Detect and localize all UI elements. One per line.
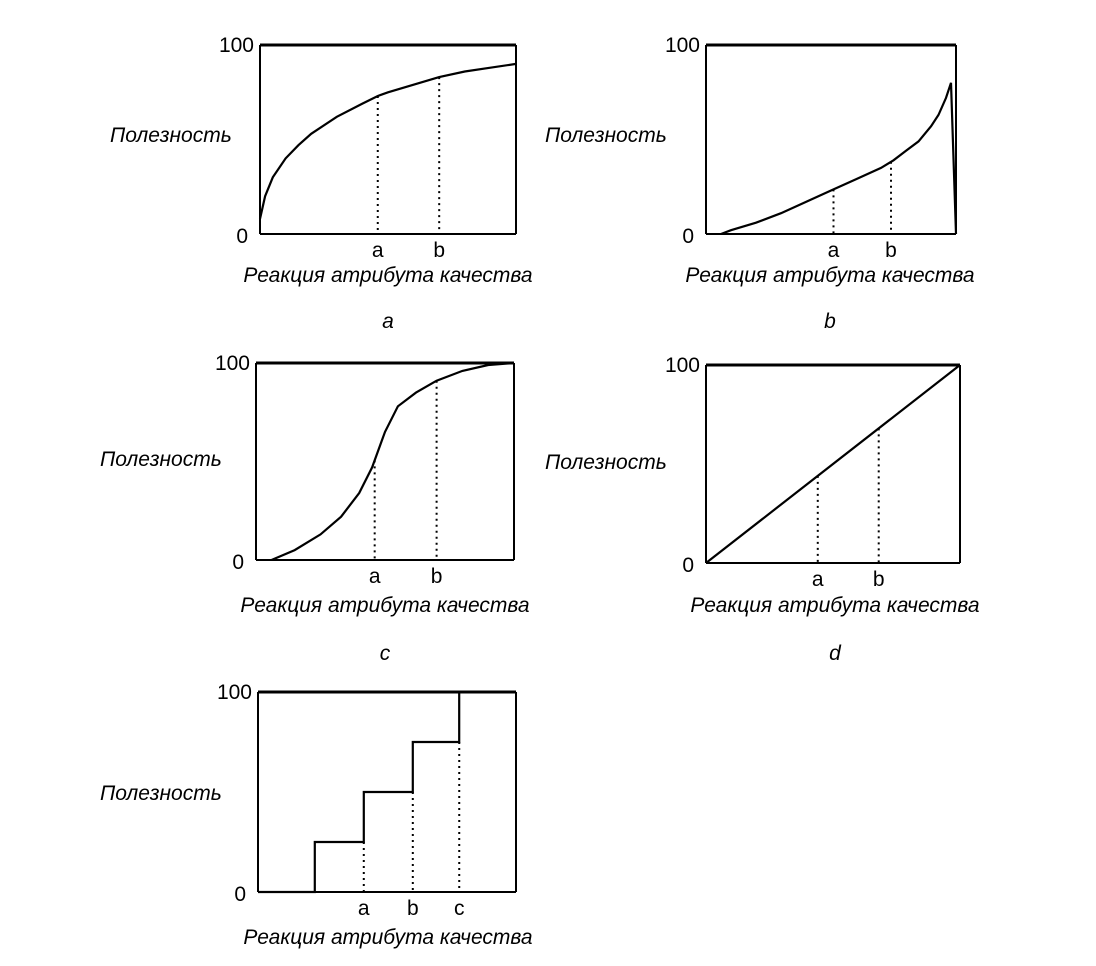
panel-3-ytick-100: 100 [215,352,250,375]
panel-4-series-line [705,364,961,564]
panel-4-ytick-0: 0 [682,554,694,577]
panel-5-xtick-b: b [407,897,419,920]
panel-5-series-line [258,692,461,894]
panel-1-xtick-a: a [372,239,384,262]
panel-2-xtick-a: a [828,239,840,262]
panel-3-xtick-b: b [431,565,443,588]
panel-4-xtick-b: b [873,568,885,591]
panel-4-xtick-a: a [812,568,824,591]
panel-1-xtick-b: b [433,239,445,262]
panel-2-xlabel: Реакция атрибута качества [685,264,974,287]
panel-5-ylabel: Полезность [100,782,222,805]
panel-3-ytick-0: 0 [232,551,244,574]
panel-3-xtick-a: a [369,565,381,588]
panel-1-caption: a [382,310,394,333]
panel-3-caption: c [380,642,391,665]
panel-3-xlabel: Реакция атрибута качества [240,594,529,617]
panel-4-xlabel: Реакция атрибута качества [690,594,979,617]
panel-1-ytick-100: 100 [219,34,254,57]
panel-3-series-line [271,361,515,562]
panel-1-ylabel: Полезность [110,124,232,147]
panel-2-caption: b [824,310,836,333]
panel-2-ytick-0: 0 [682,225,694,248]
panel-5-xtick-a: a [358,897,370,920]
panel-2-series-line [720,82,958,236]
panel-4-ylabel: Полезность [545,451,667,474]
panel-2-xtick-b: b [885,239,897,262]
panel-5-xlabel: Реакция атрибута качества [243,926,532,949]
panel-1-xlabel: Реакция атрибута качества [243,264,532,287]
panel-1-ytick-0: 0 [236,225,248,248]
panel-2-ytick-100: 100 [665,34,700,57]
panel-4-ytick-100: 100 [665,354,700,377]
panel-5-ytick-100: 100 [217,681,252,704]
panel-3-ylabel: Полезность [100,448,222,471]
panel-5-xtick-c: c [454,897,465,920]
panel-5-ytick-0: 0 [234,883,246,906]
panel-1-series-line [258,62,517,220]
panel-2-ylabel: Полезность [545,124,667,147]
panel-4-caption: d [829,642,842,665]
